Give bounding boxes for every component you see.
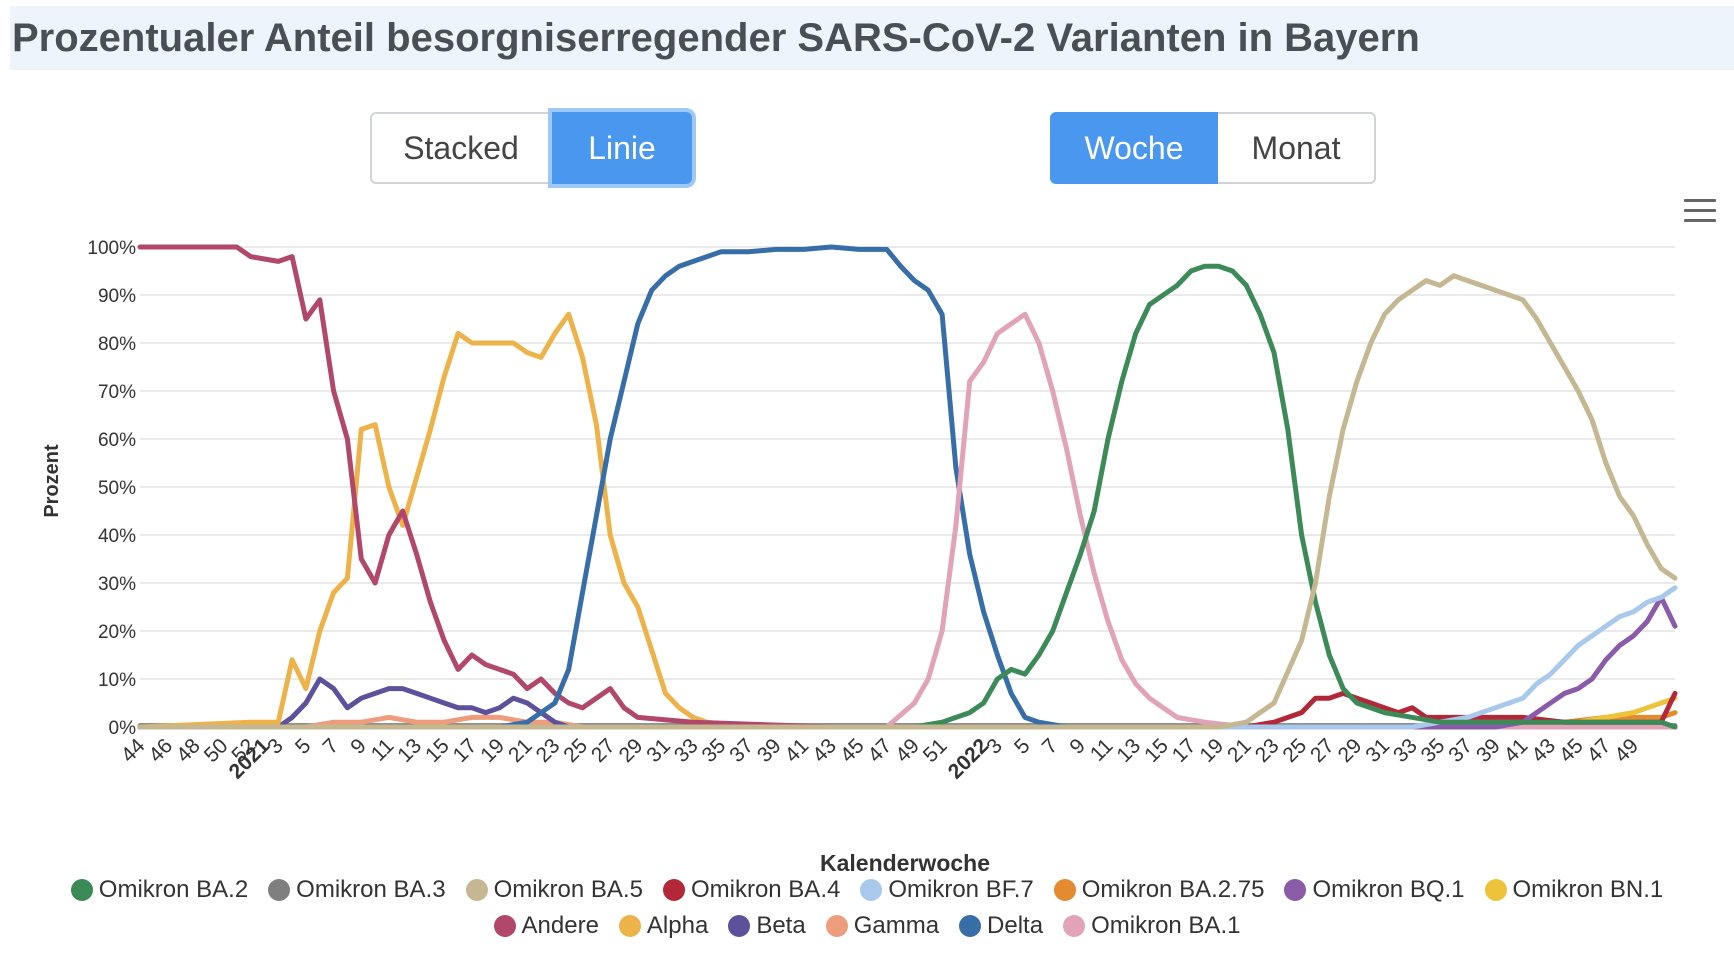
legend-marker-icon xyxy=(959,915,982,937)
week-button[interactable]: Woche xyxy=(1050,112,1218,184)
y-tick-label: 0% xyxy=(109,718,137,739)
y-tick-label: 100% xyxy=(87,238,136,259)
legend-label: Omikron BA.2 xyxy=(98,876,249,903)
legend-marker-icon xyxy=(1484,879,1507,901)
granularity-toggle: Woche Monat xyxy=(1050,112,1376,184)
y-axis-label: Prozent xyxy=(41,444,63,518)
legend-marker-icon xyxy=(728,915,751,937)
y-tick-label: 20% xyxy=(98,622,136,643)
x-tick-label: 51 xyxy=(919,734,952,767)
legend-marker-icon xyxy=(493,915,516,937)
y-tick-label: 50% xyxy=(98,478,136,499)
legend-label: Andere xyxy=(521,912,599,939)
legend-item[interactable]: Omikron BF.7 xyxy=(860,876,1034,904)
chart-type-toggle: Stacked Linie xyxy=(370,112,692,184)
x-tick-label: 7 xyxy=(319,734,344,759)
legend-item[interactable]: Omikron BN.1 xyxy=(1484,876,1664,904)
x-axis-label: Kalenderwoche xyxy=(820,850,990,876)
legend-label: Omikron BA.3 xyxy=(296,876,446,903)
line-button[interactable]: Linie xyxy=(552,112,692,184)
legend-marker-icon xyxy=(662,879,685,901)
legend-marker-icon xyxy=(1284,879,1307,901)
legend-marker-icon xyxy=(465,879,488,901)
legend-label: Alpha xyxy=(646,912,709,939)
y-tick-label: 80% xyxy=(98,334,136,355)
y-tick-label: 60% xyxy=(98,430,136,451)
legend-label: Beta xyxy=(756,912,806,939)
series-line-omikron-ba-5[interactable] xyxy=(137,273,1678,730)
legend-marker-icon xyxy=(618,915,641,937)
legend-row: Andere Alpha Beta Gamma Delta Omikron BA.1 xyxy=(0,912,1734,940)
legend-item[interactable]: Beta xyxy=(728,912,806,940)
legend-label: Gamma xyxy=(853,912,940,939)
legend-item[interactable]: Alpha xyxy=(618,912,709,940)
legend-item[interactable]: Omikron BA.1 xyxy=(1063,912,1240,940)
x-tick-label: 5 xyxy=(1010,734,1035,759)
legend-label: Omikron BA.1 xyxy=(1091,912,1241,939)
series-line-beta[interactable] xyxy=(137,676,1678,730)
x-tick-label: 7 xyxy=(1038,734,1063,759)
y-tick-label: 10% xyxy=(98,670,136,691)
y-tick-label: 70% xyxy=(98,382,136,403)
legend-label: Omikron BA.5 xyxy=(493,876,643,903)
series-line-alpha[interactable] xyxy=(137,311,1678,730)
hamburger-menu-icon[interactable] xyxy=(1684,199,1716,223)
legend-label: Delta xyxy=(987,912,1044,939)
legend-label: Omikron BQ.1 xyxy=(1312,876,1465,903)
legend-item[interactable]: Andere xyxy=(493,912,599,940)
series-line-omikron-bf-7[interactable] xyxy=(137,585,1678,730)
x-tick-label: 9 xyxy=(1065,734,1090,759)
legend-item[interactable]: Omikron BA.3 xyxy=(268,876,446,904)
legend-item[interactable]: Omikron BA.2 xyxy=(70,876,249,904)
legend-item[interactable]: Omikron BQ.1 xyxy=(1284,876,1465,904)
legend-item[interactable]: Omikron BA.2.75 xyxy=(1053,876,1265,904)
legend-marker-icon xyxy=(1063,915,1086,937)
x-tick-label: 5 xyxy=(291,734,316,759)
legend-row: Omikron BA.2 Omikron BA.3 Omikron BA.5 Omik… xyxy=(0,876,1734,904)
legend-label: Omikron BA.4 xyxy=(690,876,841,903)
legend-label: Omikron BA.2.75 xyxy=(1081,876,1265,903)
legend-item[interactable]: Omikron BA.4 xyxy=(662,876,841,904)
y-tick-label: 30% xyxy=(98,574,136,595)
legend-marker-icon xyxy=(70,879,93,901)
title-bar: Prozentualer Anteil besorgniserregender … xyxy=(10,6,1734,70)
y-tick-label: 90% xyxy=(98,286,136,307)
legend-item[interactable]: Omikron BA.5 xyxy=(465,876,643,904)
legend-item[interactable]: Gamma xyxy=(825,912,940,940)
legend-label: Omikron BN.1 xyxy=(1512,876,1664,903)
series-line-andere[interactable] xyxy=(137,244,1678,730)
y-tick-label: 40% xyxy=(98,526,136,547)
legend-marker-icon xyxy=(860,879,883,901)
stacked-button[interactable]: Stacked xyxy=(370,112,552,184)
month-button[interactable]: Monat xyxy=(1218,112,1376,184)
legend-label: Omikron BF.7 xyxy=(888,876,1034,903)
series-line-omikron-ba-1[interactable] xyxy=(137,311,1678,730)
x-tick-label: 9 xyxy=(346,734,371,759)
legend-item[interactable]: Delta xyxy=(959,912,1043,940)
page-title: Prozentualer Anteil besorgniserregender … xyxy=(12,16,1420,60)
series-line-delta[interactable] xyxy=(137,244,1678,730)
series-line-omikron-ba-2[interactable] xyxy=(137,263,1678,730)
x-tick-label: 49 xyxy=(1610,734,1643,767)
legend-marker-icon xyxy=(1053,879,1076,901)
legend-marker-icon xyxy=(268,879,291,901)
legend-marker-icon xyxy=(825,915,848,937)
